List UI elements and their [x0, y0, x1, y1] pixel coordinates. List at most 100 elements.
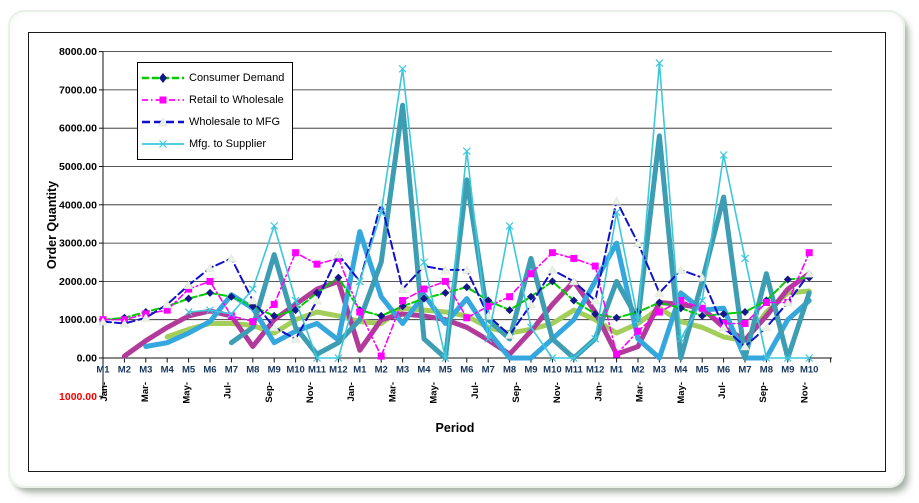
series-line-retail-to-wholesale	[102, 251, 810, 357]
legend-key-mfg-to-supplier	[142, 140, 184, 148]
marker-square	[570, 254, 578, 262]
marker-triangle	[226, 253, 237, 263]
marker-x	[762, 354, 771, 362]
y-tick-label: 3000.00	[59, 238, 97, 250]
marker-diamond	[655, 298, 664, 307]
marker-triangle	[782, 297, 793, 307]
marker-square	[741, 320, 749, 328]
marker-diamond	[612, 313, 621, 322]
x-month-label: Mar-	[635, 382, 646, 402]
legend-label: Wholesale to MFG	[189, 116, 281, 128]
x-month-label: Jul-	[717, 382, 728, 399]
marker-triangle	[654, 288, 665, 297]
x-tick-label: M3	[396, 365, 409, 376]
x-tick-label: M5	[439, 365, 453, 376]
x-tick-label: M3	[653, 365, 666, 376]
marker-triangle	[98, 317, 108, 326]
marker-diamond	[270, 311, 279, 320]
marker-triangle	[718, 322, 729, 332]
marker-triangle	[440, 265, 451, 274]
marker-square	[270, 300, 278, 308]
legend-key-wholesale-to-mfg	[142, 117, 184, 127]
x-month-label: Jan-	[593, 382, 604, 402]
marker-square	[484, 302, 492, 310]
marker-x	[420, 258, 428, 267]
series-line-mfg-to-supplier	[187, 62, 810, 359]
marker-x	[377, 208, 386, 217]
x-month-label: Sep-	[264, 382, 275, 403]
marker-triangle	[397, 284, 408, 293]
marker-x	[505, 221, 514, 230]
x-tick-label: M10	[800, 365, 818, 376]
marker-triangle	[140, 313, 151, 322]
y-tick-label: 0.00	[77, 353, 98, 365]
x-tick-label: M6	[203, 365, 216, 376]
y-tick-label: 7000.00	[59, 84, 97, 96]
legend-marker-x-icon	[159, 140, 167, 148]
marker-x	[569, 354, 578, 362]
marker-triangle	[740, 342, 750, 351]
marker-square	[463, 314, 471, 322]
marker-x	[634, 315, 642, 324]
marker-diamond	[783, 275, 792, 284]
x-tick-label: M2	[375, 365, 388, 376]
marker-x	[334, 354, 343, 362]
x-tick-label: M11	[308, 365, 327, 376]
series-line-wholesale-to-mfg	[102, 200, 811, 348]
marker-triangle	[183, 280, 194, 289]
marker-triangle	[547, 265, 558, 274]
marker-square	[377, 352, 385, 360]
x-month-label: Sep-	[511, 382, 522, 403]
marker-square	[527, 270, 535, 278]
marker-x	[719, 151, 728, 159]
marker-triangle	[633, 238, 643, 247]
x-tick-label: M12	[586, 365, 604, 376]
marker-x	[398, 64, 407, 73]
marker-triangle	[376, 198, 387, 207]
marker-x	[676, 334, 685, 343]
x-tick-label: M1	[353, 365, 367, 376]
x-tick-label: M5	[696, 365, 710, 376]
x-tick-label: M3	[139, 365, 152, 376]
marker-x	[484, 334, 493, 343]
x-tick-label: M8	[760, 365, 773, 376]
marker-diamond	[548, 277, 557, 286]
marker-square	[185, 285, 193, 293]
y-tick-label: 4000.00	[59, 199, 97, 211]
marker-square	[548, 249, 556, 257]
x-month-label: May-	[429, 382, 440, 404]
x-month-label: Jul-	[223, 382, 234, 399]
x-tick-label: M8	[246, 365, 259, 376]
marker-square	[613, 350, 621, 358]
marker-x	[270, 221, 279, 230]
x-month-label: Nov-	[305, 382, 316, 403]
x-tick-label: M5	[182, 365, 196, 376]
y-tick-label: 1000.00	[59, 314, 97, 326]
marker-square	[655, 308, 663, 316]
x-tick-label: M4	[417, 365, 431, 376]
x-tick-label: M4	[674, 365, 688, 376]
marker-diamond	[569, 296, 578, 305]
marker-x	[227, 310, 236, 318]
legend-label: Retail to Wholesale	[189, 94, 284, 106]
marker-square	[356, 308, 364, 316]
marker-diamond	[698, 311, 707, 320]
marker-x	[462, 147, 471, 156]
x-tick-label: M2	[631, 365, 644, 376]
x-tick-label: M12	[329, 365, 347, 376]
x-tick-label: M4	[161, 365, 175, 376]
legend-key-consumer-demand	[142, 73, 184, 83]
x-tick-label: M2	[118, 365, 131, 376]
series-line-consumer-demand	[102, 276, 811, 321]
x-tick-label: M6	[717, 365, 730, 376]
marker-square	[634, 327, 642, 335]
marker-x	[548, 354, 557, 362]
marker-x	[805, 354, 814, 362]
x-tick-label: M9	[524, 365, 537, 376]
x-tick-label: M7	[225, 365, 238, 376]
y-tick-label: 8000.00	[59, 46, 97, 58]
marker-diamond	[334, 273, 343, 282]
marker-square	[249, 318, 257, 326]
x-tick-label: M7	[738, 365, 751, 376]
marker-triangle	[804, 269, 815, 278]
